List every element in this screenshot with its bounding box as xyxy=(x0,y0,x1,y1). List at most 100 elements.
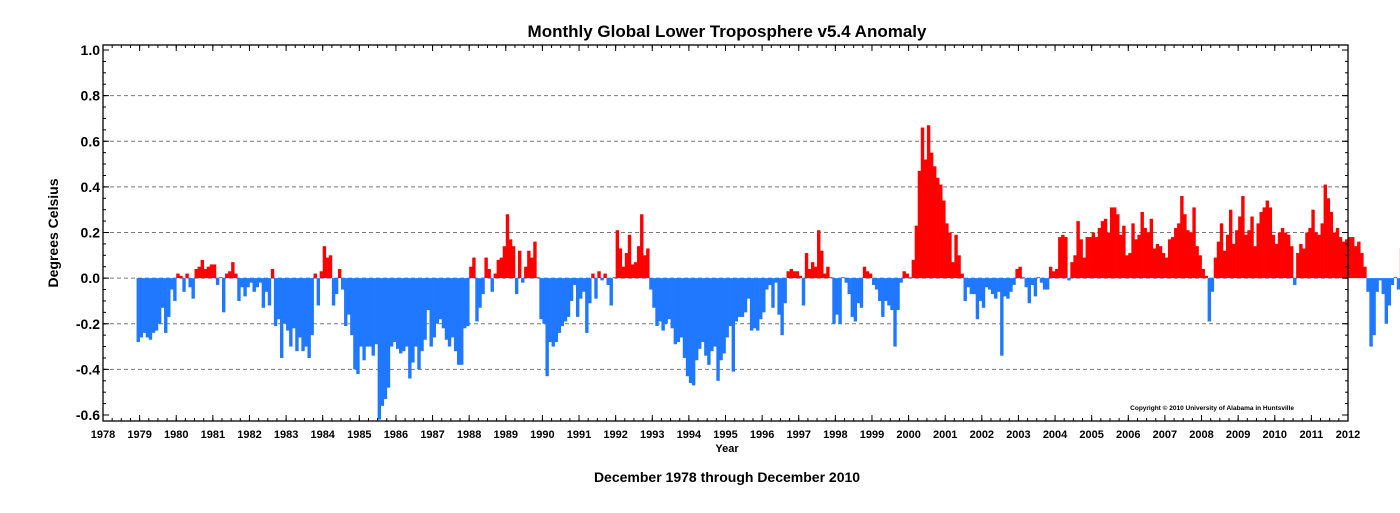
bar xyxy=(557,278,562,333)
bar xyxy=(429,278,433,347)
bar xyxy=(710,278,714,352)
bar xyxy=(801,278,806,306)
bar xyxy=(450,278,455,338)
bar xyxy=(530,257,534,279)
bar xyxy=(514,278,519,295)
x-tick-label: 2003 xyxy=(1006,429,1030,441)
x-tick-label: 1998 xyxy=(823,429,847,441)
bar xyxy=(173,278,177,301)
bar xyxy=(1076,221,1080,279)
bar xyxy=(380,278,385,406)
bar xyxy=(646,248,650,279)
bar xyxy=(1045,278,1050,290)
bar xyxy=(960,273,964,279)
bar xyxy=(1235,230,1239,279)
bar xyxy=(582,278,586,292)
bar xyxy=(640,214,644,279)
bar xyxy=(1354,246,1358,279)
bar xyxy=(386,278,391,388)
bar xyxy=(1146,232,1150,279)
bar xyxy=(447,278,452,347)
bar xyxy=(878,278,882,301)
bar xyxy=(865,271,870,279)
bar xyxy=(258,278,263,283)
x-tick-label: 1999 xyxy=(860,429,884,441)
bar xyxy=(939,184,943,279)
bar xyxy=(371,278,375,356)
bar xyxy=(533,241,537,279)
bar xyxy=(289,278,293,347)
bar xyxy=(341,278,345,290)
bar xyxy=(603,273,607,279)
bar xyxy=(1183,214,1187,279)
x-tick-label: 1985 xyxy=(347,429,371,441)
bar xyxy=(240,278,244,288)
bar xyxy=(981,278,986,308)
bar xyxy=(633,262,638,279)
bar xyxy=(737,278,742,317)
bar xyxy=(1314,232,1318,279)
bar xyxy=(1280,227,1285,279)
bar xyxy=(1018,266,1022,279)
bar xyxy=(545,278,549,377)
bar xyxy=(1293,278,1297,285)
bar xyxy=(493,273,497,279)
bar xyxy=(1039,278,1044,283)
bar xyxy=(316,278,320,306)
copyright-note: Copyright © 2010 University of Alabama i… xyxy=(1130,404,1294,412)
bar xyxy=(1198,255,1202,279)
bar xyxy=(1277,232,1282,279)
bar xyxy=(1195,246,1199,279)
bar xyxy=(606,278,610,285)
bar xyxy=(1363,266,1367,279)
bar xyxy=(1378,278,1382,281)
bar xyxy=(243,278,247,297)
bar xyxy=(652,278,656,308)
bar xyxy=(383,278,388,400)
bar xyxy=(249,278,253,283)
bar xyxy=(1152,248,1157,279)
bar xyxy=(1381,278,1385,295)
bar xyxy=(1387,278,1392,306)
bar xyxy=(691,278,696,386)
chart-subtitle: December 1978 through December 2010 xyxy=(594,469,860,485)
bar xyxy=(588,278,592,304)
bar xyxy=(276,278,281,320)
bar xyxy=(856,278,861,304)
bar xyxy=(1042,278,1047,290)
bar xyxy=(460,278,464,365)
bar xyxy=(579,278,583,299)
bar xyxy=(1109,207,1114,279)
y-tick-label: -0.2 xyxy=(76,316,100,332)
bar xyxy=(295,278,299,352)
bar xyxy=(905,273,909,279)
bar xyxy=(1027,278,1031,304)
bar xyxy=(1219,223,1224,279)
bar xyxy=(176,273,180,279)
bar xyxy=(1228,209,1233,279)
bar xyxy=(1143,227,1147,279)
bar xyxy=(206,266,211,279)
bar xyxy=(1167,239,1172,279)
x-tick-label: 2004 xyxy=(1043,429,1068,441)
bar xyxy=(209,264,214,279)
bar xyxy=(368,278,372,347)
x-tick-label: 1997 xyxy=(786,429,810,441)
bar xyxy=(1213,257,1218,279)
bar xyxy=(273,278,278,327)
bar xyxy=(1290,246,1294,279)
bar xyxy=(225,273,229,279)
bar xyxy=(1366,278,1370,292)
bar xyxy=(676,278,681,343)
x-tick-label: 1993 xyxy=(640,429,664,441)
bar xyxy=(871,278,876,285)
bar xyxy=(963,278,967,301)
bar xyxy=(420,278,424,352)
bar xyxy=(1024,278,1028,288)
bar xyxy=(972,278,977,295)
bar xyxy=(1390,278,1395,285)
bar xyxy=(1003,278,1007,297)
bar xyxy=(933,166,937,279)
bar xyxy=(1274,243,1279,279)
bar xyxy=(771,278,775,308)
